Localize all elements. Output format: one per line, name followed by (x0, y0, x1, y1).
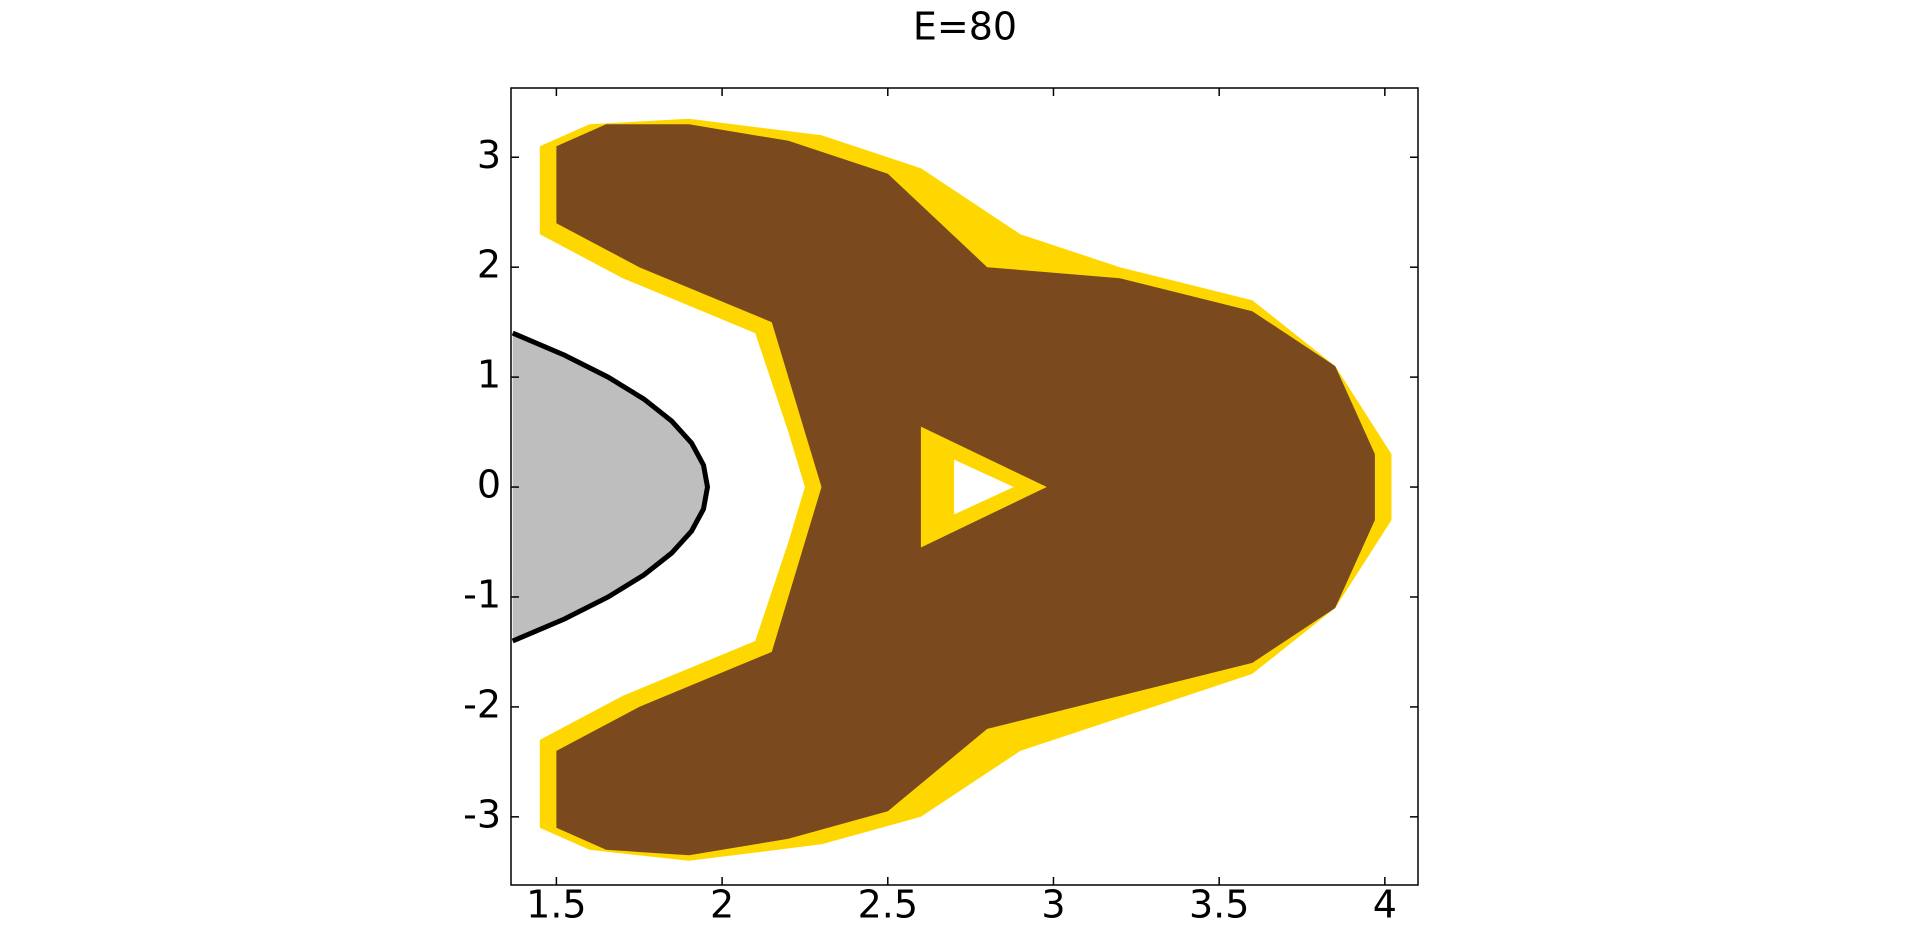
x-tick-label: 2.5 (858, 883, 918, 923)
chart-title: E=80 (913, 5, 1017, 49)
plot-area (511, 118, 1392, 861)
y-tick-label: 2 (477, 243, 501, 287)
y-tick-label: -1 (463, 572, 501, 616)
series-line (511, 330, 711, 644)
x-tick-label: 4 (1373, 883, 1397, 923)
x-tick-label: 1.5 (526, 883, 586, 923)
series-area (512, 333, 708, 641)
x-tick-label: 3 (1041, 883, 1065, 923)
x-tick-label: 3.5 (1189, 883, 1249, 923)
y-tick-label: 1 (477, 353, 501, 397)
x-tick-label: 2 (710, 883, 734, 923)
y-tick-label: -2 (463, 682, 501, 726)
y-tick-label: -3 (463, 792, 501, 836)
y-tick-label: 0 (477, 463, 501, 507)
y-tick-label: 3 (477, 133, 501, 177)
series-area (954, 459, 1014, 515)
